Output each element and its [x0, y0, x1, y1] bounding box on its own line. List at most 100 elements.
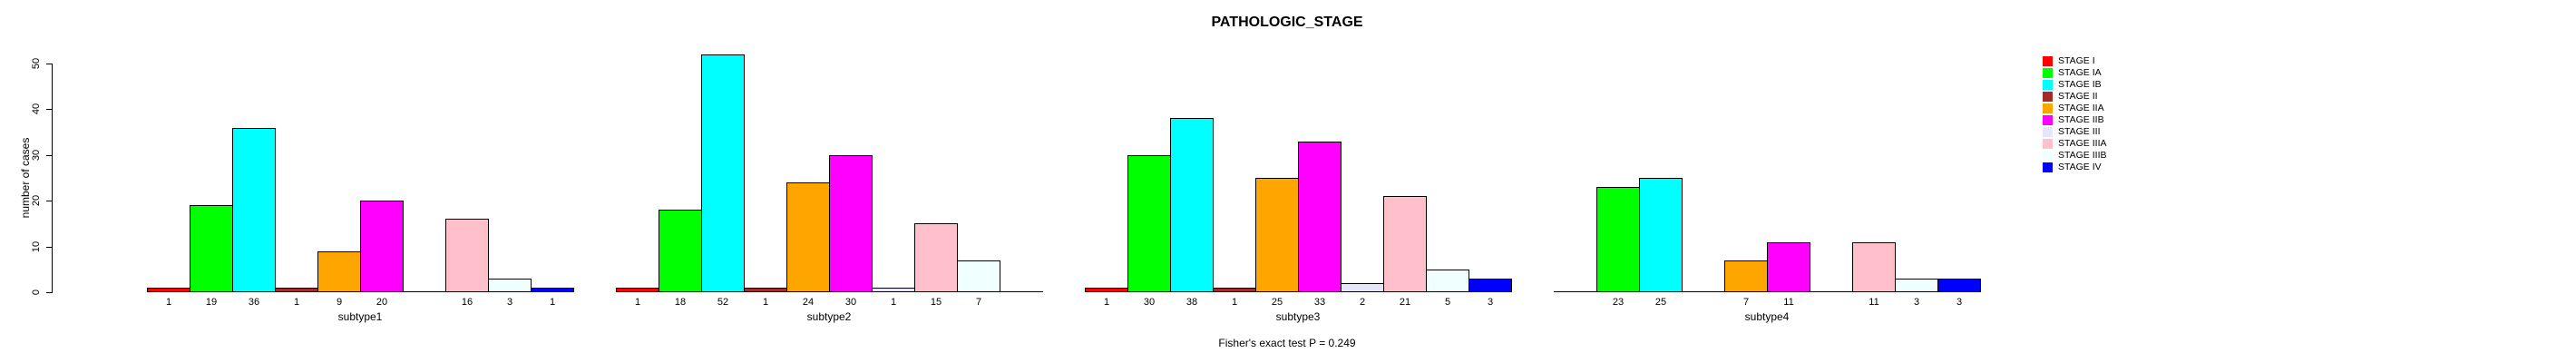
legend-item: STAGE IV [2043, 162, 2106, 173]
y-axis-tick [46, 154, 52, 156]
bar-value-label: 5 [1444, 297, 1451, 308]
bar [829, 154, 873, 292]
bar-value-label: 23 [1612, 297, 1625, 308]
bar [488, 278, 532, 292]
bar [872, 287, 915, 292]
bar-value-label: 36 [248, 297, 260, 308]
bar-value-label: 30 [1143, 297, 1156, 308]
bar [914, 223, 958, 292]
legend-label: STAGE IV [2058, 162, 2102, 172]
bar-value-label: 1 [890, 297, 897, 308]
y-axis-label: number of cases [19, 137, 32, 219]
bar-value-label: 1 [1103, 297, 1110, 308]
legend-swatch [2043, 151, 2053, 161]
bar [1724, 260, 1768, 292]
bar-value-label: 15 [930, 297, 942, 308]
bar-value-label: 1 [549, 297, 556, 308]
legend-label: STAGE IIIB [2058, 150, 2107, 161]
bar [1426, 269, 1469, 292]
zero-bar-baseline [1810, 291, 1853, 292]
y-axis-line [52, 64, 53, 293]
bar-value-label: 3 [506, 297, 513, 308]
bar-value-label: 9 [336, 297, 343, 308]
y-axis-tick-label: 0 [31, 289, 42, 296]
legend-label: STAGE II [2058, 91, 2098, 102]
bar [445, 219, 489, 292]
bar [1639, 178, 1683, 292]
bar [1298, 141, 1342, 292]
bar-value-label: 1 [1231, 297, 1238, 308]
bar [1255, 178, 1299, 292]
bar-value-label: 2 [1359, 297, 1366, 308]
bar-value-label: 24 [802, 297, 815, 308]
zero-bar-baseline [1554, 291, 1597, 292]
bar-value-label: 7 [975, 297, 982, 308]
bar [1852, 241, 1896, 292]
x-axis-group-label: subtype3 [1275, 310, 1321, 323]
legend-item: STAGE II [2043, 91, 2106, 103]
y-axis-tick [46, 246, 52, 248]
bar-value-label: 21 [1399, 297, 1411, 308]
bar-value-label: 3 [1487, 297, 1494, 308]
bar [1213, 287, 1256, 292]
bar-value-label: 38 [1186, 297, 1198, 308]
bar-value-label: 1 [762, 297, 769, 308]
bar [659, 210, 702, 292]
bar-value-label: 11 [1783, 297, 1794, 308]
y-axis-tick [46, 109, 52, 111]
bar-value-label: 16 [461, 297, 473, 308]
legend-swatch [2043, 139, 2053, 149]
bar-value-label: 1 [634, 297, 641, 308]
legend-item: STAGE IIA [2043, 103, 2106, 114]
legend-item: STAGE IB [2043, 79, 2106, 91]
bar-value-label: 20 [376, 297, 388, 308]
bar [1341, 282, 1384, 292]
legend-item: STAGE IA [2043, 67, 2106, 79]
bar-value-label: 25 [1654, 297, 1667, 308]
y-axis-tick-label: 40 [31, 103, 42, 115]
bar [1085, 287, 1128, 292]
fisher-test-annotation: Fisher's exact test P = 0.249 [1218, 337, 1356, 349]
chart-title: PATHOLOGIC_STAGE [1211, 15, 1363, 30]
bar [317, 250, 361, 292]
y-axis-tick-label: 20 [31, 195, 42, 207]
bar [1596, 187, 1640, 292]
bar-value-label: 3 [1913, 297, 1920, 308]
bar [1170, 118, 1214, 292]
bar-value-label: 11 [1869, 297, 1879, 308]
legend-swatch [2043, 162, 2053, 172]
bar [275, 287, 318, 292]
bar [957, 260, 1000, 292]
bar-value-label: 18 [674, 297, 687, 308]
legend-item: STAGE III [2043, 126, 2106, 138]
bar-value-label: 30 [844, 297, 857, 308]
legend-label: STAGE IA [2058, 67, 2102, 78]
legend-label: STAGE III [2058, 126, 2101, 137]
bar [744, 287, 787, 292]
bar [786, 182, 830, 292]
legend-swatch [2043, 115, 2053, 125]
y-axis-tick-label: 30 [31, 149, 42, 161]
y-axis-tick [46, 292, 52, 293]
legend-item: STAGE IIIB [2043, 150, 2106, 162]
bar [1469, 278, 1512, 292]
y-axis-tick-label: 10 [31, 240, 42, 252]
legend-swatch [2043, 80, 2053, 90]
legend-label: STAGE IIA [2058, 103, 2104, 113]
legend-label: STAGE I [2058, 55, 2095, 66]
bar [701, 54, 745, 292]
legend: STAGE I STAGE IA STAGE IB STAGE II STAGE IIA… [2043, 55, 2106, 173]
bar [232, 127, 276, 292]
legend-label: STAGE IIIA [2058, 138, 2107, 149]
bar [1767, 241, 1810, 292]
bar [531, 287, 574, 292]
zero-bar-baseline [1000, 291, 1043, 292]
legend-label: STAGE IB [2058, 79, 2102, 90]
bar [1937, 278, 1981, 292]
bar-value-label: 1 [165, 297, 172, 308]
bar [360, 201, 404, 292]
bar [147, 287, 190, 292]
legend-item: STAGE IIB [2043, 114, 2106, 126]
bar-value-label: 33 [1313, 297, 1326, 308]
bar-value-label: 7 [1742, 297, 1750, 308]
